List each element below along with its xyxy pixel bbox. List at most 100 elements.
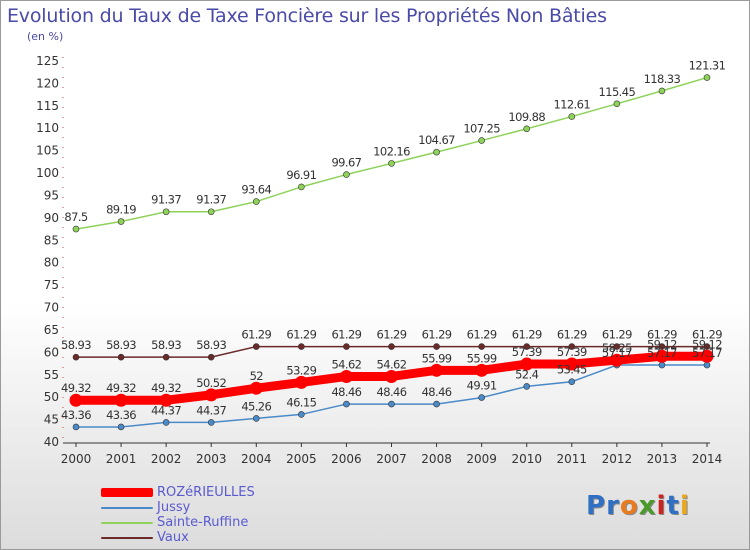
data-label: 57.39 bbox=[512, 345, 542, 359]
data-point-rozérieulles bbox=[610, 353, 624, 367]
data-label: 54.62 bbox=[377, 357, 407, 371]
data-label: 58.25 bbox=[602, 341, 632, 355]
data-label: 61.29 bbox=[241, 328, 271, 342]
data-point-vaux bbox=[433, 343, 440, 350]
y-tick-label: 80 bbox=[44, 256, 59, 270]
data-label: 61.29 bbox=[557, 328, 587, 342]
data-point-jussy bbox=[478, 394, 485, 401]
legend-swatch-rozerieulles bbox=[101, 488, 153, 497]
data-point-vaux bbox=[478, 343, 485, 350]
data-label: 104.67 bbox=[418, 133, 455, 147]
data-point-sainte-ruffine bbox=[162, 208, 170, 216]
data-label: 50.52 bbox=[196, 376, 226, 390]
data-label: 52.4 bbox=[515, 367, 538, 381]
data-label: 118.33 bbox=[644, 72, 681, 86]
data-label: 61.29 bbox=[647, 328, 677, 342]
data-point-jussy bbox=[252, 415, 260, 422]
data-point-sainte-ruffine bbox=[252, 198, 260, 205]
data-label: 61.29 bbox=[286, 328, 316, 342]
data-point-sainte-ruffine bbox=[388, 160, 395, 167]
data-point-jussy bbox=[72, 423, 80, 431]
data-label: 58.93 bbox=[61, 338, 91, 352]
data-point-jussy bbox=[433, 400, 440, 408]
y-tick-label: 70 bbox=[44, 301, 59, 315]
legend-item-rozerieulles[interactable]: ROZéRIEULLES bbox=[101, 485, 255, 500]
x-tick-label: 2014 bbox=[692, 452, 723, 466]
data-point-vaux bbox=[207, 353, 215, 361]
y-tick-label: 40 bbox=[44, 435, 59, 449]
data-label: 54.62 bbox=[331, 357, 361, 371]
x-tick-label: 2013 bbox=[647, 452, 678, 466]
y-axis-unit-label: (en %) bbox=[27, 30, 64, 43]
data-point-rozérieulles bbox=[655, 349, 669, 363]
logo-letter: x bbox=[638, 491, 657, 521]
data-point-sainte-ruffine bbox=[613, 100, 621, 108]
data-label: 91.37 bbox=[151, 193, 181, 207]
data-point-rozérieulles bbox=[204, 388, 218, 402]
data-label: 112.61 bbox=[553, 98, 590, 112]
y-tick-label: 90 bbox=[44, 211, 59, 225]
data-label: 48.46 bbox=[422, 385, 452, 399]
data-label: 57.17 bbox=[647, 346, 677, 360]
data-label: 55.99 bbox=[467, 351, 497, 365]
data-point-jussy bbox=[343, 400, 350, 408]
data-point-rozérieulles bbox=[475, 363, 489, 377]
data-label: 57.17 bbox=[602, 346, 632, 360]
proxiti-logo: Proxiti bbox=[586, 491, 690, 521]
data-point-vaux bbox=[703, 343, 711, 350]
data-label: 57.39 bbox=[557, 345, 587, 359]
x-tick-label: 2003 bbox=[196, 452, 227, 466]
data-point-jussy bbox=[388, 400, 395, 408]
legend-item-sainte-ruffine[interactable]: Sainte-Ruffine bbox=[101, 515, 255, 530]
data-label: 61.29 bbox=[602, 328, 632, 342]
x-tick-label: 2004 bbox=[241, 452, 272, 466]
data-label: 61.29 bbox=[377, 328, 407, 342]
data-point-vaux bbox=[343, 343, 350, 350]
legend-label-jussy: Jussy bbox=[157, 500, 191, 515]
x-tick-label: 2007 bbox=[376, 452, 407, 466]
data-point-sainte-ruffine bbox=[523, 125, 531, 133]
data-label: 57.17 bbox=[692, 346, 722, 360]
legend-swatch-jussy bbox=[101, 506, 153, 509]
data-point-rozérieulles bbox=[294, 375, 308, 389]
data-point-rozérieulles bbox=[700, 349, 714, 363]
data-label: 52 bbox=[250, 369, 264, 383]
data-label: 49.32 bbox=[151, 381, 181, 395]
y-tick-label: 55 bbox=[44, 368, 59, 382]
data-point-vaux bbox=[613, 343, 621, 350]
data-point-rozérieulles bbox=[520, 357, 534, 371]
data-point-sainte-ruffine bbox=[72, 225, 80, 233]
data-point-rozérieulles bbox=[385, 369, 398, 383]
data-point-jussy bbox=[703, 361, 711, 369]
data-label: 109.88 bbox=[508, 110, 545, 124]
x-tick-label: 2005 bbox=[286, 452, 317, 466]
data-label: 53.29 bbox=[286, 363, 316, 377]
logo-letter: i bbox=[679, 491, 690, 521]
data-label: 45.26 bbox=[241, 399, 271, 413]
logo-letter: i bbox=[656, 491, 667, 521]
data-label: 89.19 bbox=[106, 203, 136, 217]
logo-letter: r bbox=[606, 491, 620, 521]
data-label: 61.29 bbox=[331, 328, 361, 342]
legend-item-jussy[interactable]: Jussy bbox=[101, 500, 255, 515]
y-tick-label: 95 bbox=[44, 188, 59, 202]
y-tick-label: 110 bbox=[36, 121, 59, 135]
data-label: 61.29 bbox=[692, 328, 722, 342]
data-point-sainte-ruffine bbox=[343, 171, 350, 178]
logo-letter: t bbox=[666, 491, 680, 521]
x-tick-label: 2008 bbox=[421, 452, 452, 466]
legend-item-vaux[interactable]: Vaux bbox=[101, 530, 255, 545]
legend-label-sainte-ruffine: Sainte-Ruffine bbox=[157, 515, 249, 530]
data-label: 43.36 bbox=[106, 408, 136, 422]
data-label: 53.45 bbox=[557, 363, 587, 377]
data-point-vaux bbox=[388, 343, 395, 350]
data-label: 58.93 bbox=[151, 338, 181, 352]
data-point-rozérieulles bbox=[565, 357, 579, 371]
data-point-sainte-ruffine bbox=[478, 137, 485, 144]
data-label: 99.67 bbox=[331, 156, 361, 170]
x-tick-label: 2009 bbox=[466, 452, 497, 466]
data-point-vaux bbox=[117, 353, 125, 361]
data-point-vaux bbox=[252, 343, 260, 350]
y-tick-label: 65 bbox=[44, 323, 59, 337]
